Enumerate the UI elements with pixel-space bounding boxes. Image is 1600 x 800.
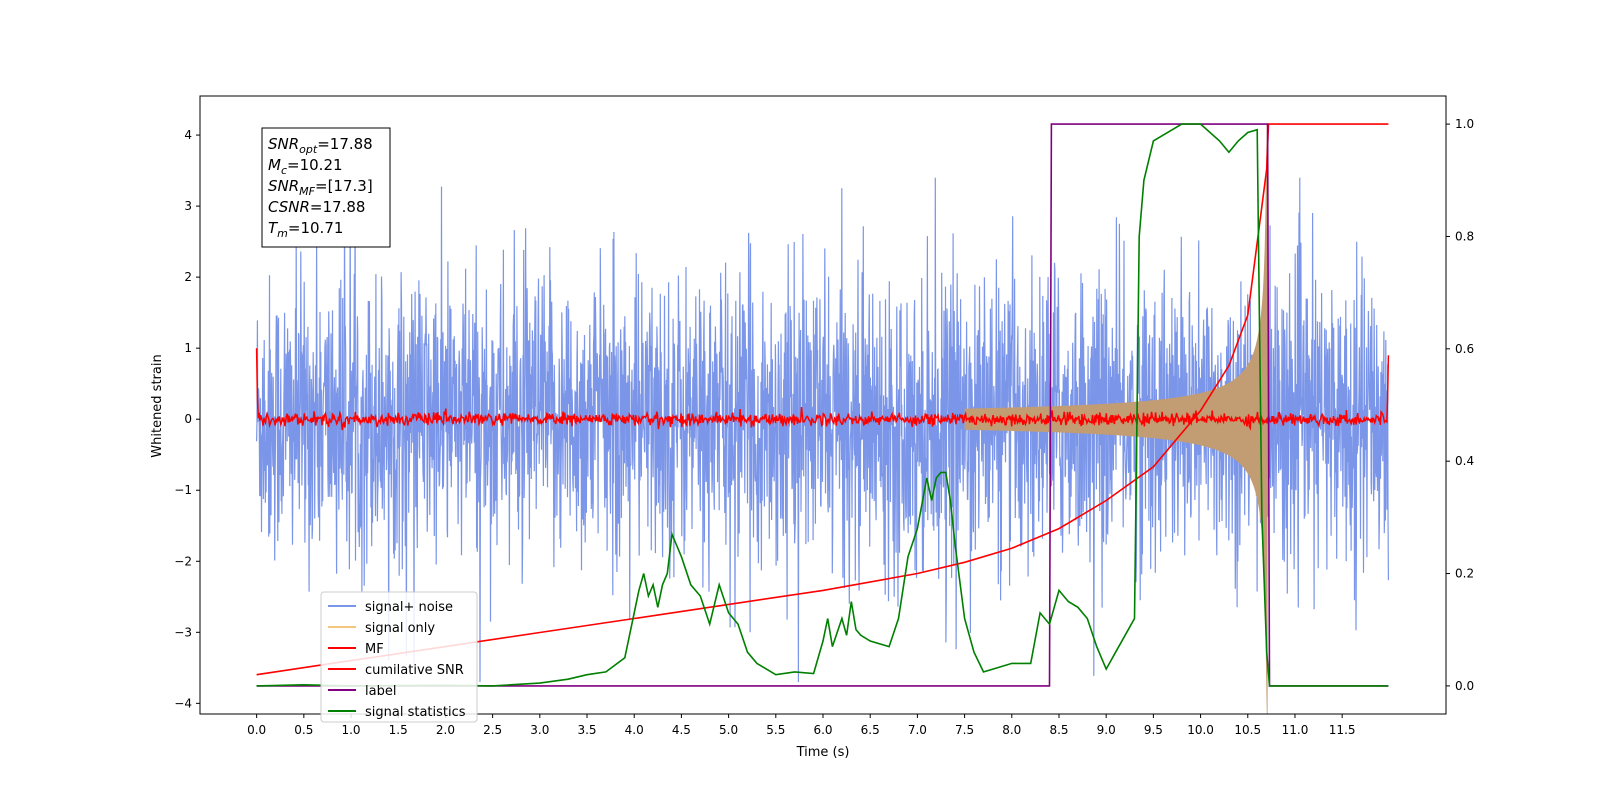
annotation-line: CSNR=17.88: [268, 198, 365, 216]
y-tick-label: −4: [174, 696, 192, 710]
x-tick-label: 4.5: [672, 723, 691, 737]
x-tick-label: 10.5: [1234, 723, 1261, 737]
x-tick-label: 6.0: [813, 723, 832, 737]
x-tick-label: 9.5: [1144, 723, 1163, 737]
legend-entry: label: [365, 684, 396, 699]
legend-entry: signal statistics: [365, 705, 466, 720]
x-tick-label: 10.0: [1187, 723, 1214, 737]
y-axis-label: Whitened strain: [150, 354, 165, 457]
annotation-line: SNRMF=[17.3]: [268, 177, 373, 198]
x-tick-label: 0.5: [294, 723, 313, 737]
x-tick-label: 5.0: [719, 723, 738, 737]
annotation-frame: [261, 127, 391, 248]
x-tick-label: 2.0: [436, 723, 455, 737]
annotation-line: Mc=10.21: [268, 156, 343, 177]
y-right-tick-label: 0.4: [1455, 454, 1474, 468]
x-tick-label: 11.0: [1282, 723, 1309, 737]
legend: signal+ noise signal only MF cumilative SNR…: [320, 591, 478, 723]
legend-frame: [320, 591, 478, 723]
x-tick-label: 5.5: [766, 723, 785, 737]
signal-noise-line: [256, 177, 1389, 683]
y-right-tick-label: 0.2: [1455, 567, 1474, 581]
x-tick-label: 7.0: [908, 723, 927, 737]
y-tick-label: 2: [184, 270, 192, 284]
annotation-line: SNRopt=17.88: [268, 135, 373, 156]
signal-statistics-line: [256, 123, 1389, 687]
series-mf: [255, 348, 1390, 431]
x-tick-label: 8.5: [1049, 723, 1068, 737]
legend-entry: signal+ noise: [365, 600, 453, 615]
cumulative-snr-line: [256, 123, 1389, 676]
legend-entry: signal only: [365, 621, 435, 636]
y-tick-label: 3: [184, 199, 192, 213]
y-right-tick-label: 1.0: [1455, 117, 1474, 131]
x-tick-label: 4.0: [625, 723, 644, 737]
y-tick-label: −3: [174, 625, 192, 639]
legend-entry: MF: [365, 642, 384, 657]
y-tick-label: 1: [184, 341, 192, 355]
series-signal-statistics: [256, 123, 1389, 687]
mf-line: [255, 348, 1390, 431]
y-tick-label: −1: [174, 483, 192, 497]
x-tick-label: 2.5: [483, 723, 502, 737]
x-tick-label: 11.5: [1329, 723, 1356, 737]
annotation-box: SNRopt=17.88Mc=10.21SNRMF=[17.3]CSNR=17.…: [261, 127, 391, 248]
series-signal-noise: [256, 177, 1389, 683]
x-tick-label: 9.0: [1097, 723, 1116, 737]
y-axis-left: 4 3 2 1 0 −1 −2 −3 −4: [174, 128, 200, 710]
x-axis-label: Time (s): [796, 745, 850, 760]
legend-entry: cumilative SNR: [365, 663, 464, 678]
y-axis-right: 1.0 0.8 0.6 0.4 0.2 0.0: [1446, 117, 1474, 693]
x-tick-label: 1.5: [389, 723, 408, 737]
y-tick-label: 4: [184, 128, 192, 142]
x-tick-label: 8.0: [1002, 723, 1021, 737]
x-tick-label: 3.5: [577, 723, 596, 737]
y-right-tick-label: 0.0: [1455, 679, 1474, 693]
y-right-tick-label: 0.8: [1455, 229, 1474, 243]
x-tick-label: 7.5: [955, 723, 974, 737]
y-tick-label: 0: [184, 412, 192, 426]
annotation-line: Tm=10.71: [268, 219, 343, 240]
x-tick-label: 6.5: [861, 723, 880, 737]
x-tick-label: 0.0: [247, 723, 266, 737]
x-tick-label: 3.0: [530, 723, 549, 737]
x-tick-label: 1.0: [341, 723, 360, 737]
y-tick-label: −2: [174, 554, 192, 568]
x-axis: 0.0 0.5 1.0 1.5 2.0 2.5 3.0 3.5 4.0 4.5 5.0 5.5 6.0 6…: [247, 714, 1356, 737]
series-cumulative-snr: [256, 123, 1389, 676]
y-right-tick-label: 0.6: [1455, 342, 1474, 356]
